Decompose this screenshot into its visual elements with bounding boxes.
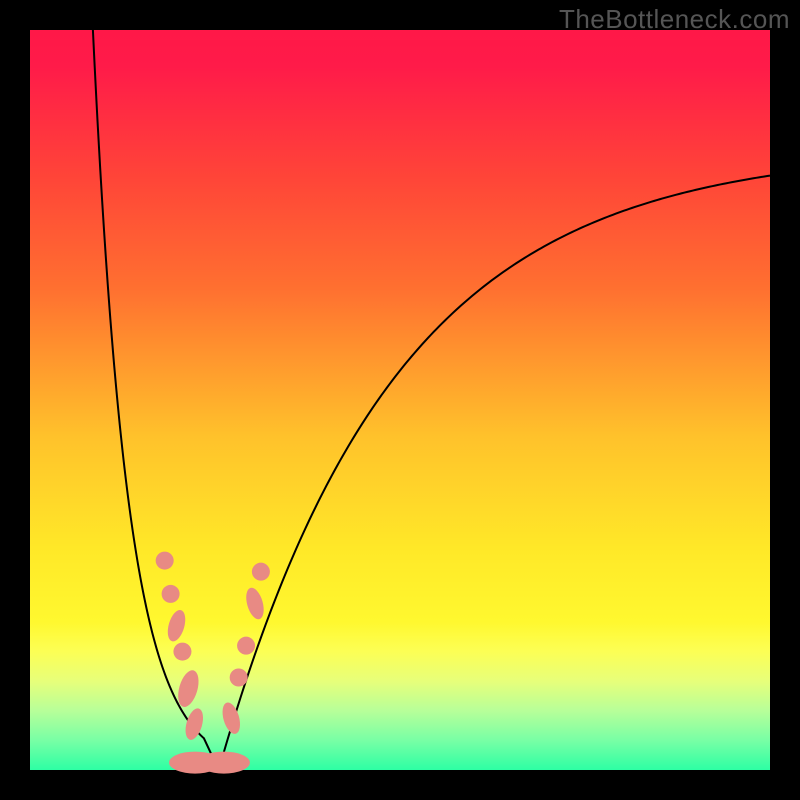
chart-background	[30, 30, 770, 770]
data-marker	[162, 585, 180, 603]
data-marker	[156, 552, 174, 570]
data-marker	[252, 563, 270, 581]
watermark-text: TheBottleneck.com	[559, 4, 790, 35]
data-marker	[237, 637, 255, 655]
chart-root: TheBottleneck.com	[0, 0, 800, 800]
bottleneck-chart-svg	[0, 0, 800, 800]
data-marker	[230, 669, 248, 687]
data-marker	[173, 643, 191, 661]
data-marker	[198, 752, 250, 774]
